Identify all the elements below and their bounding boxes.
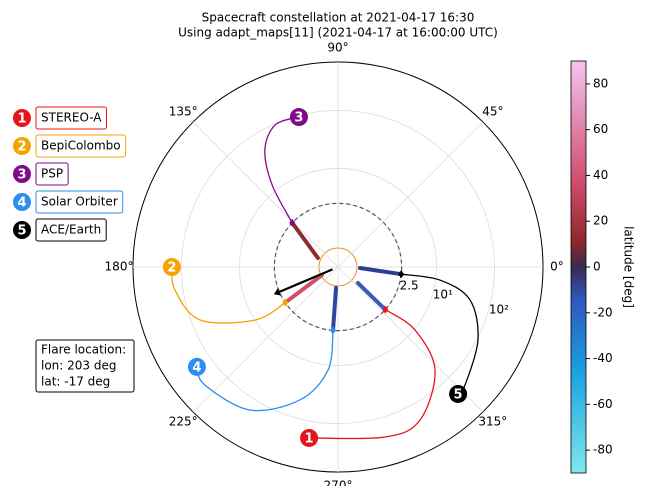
field-line	[309, 309, 436, 440]
colorbar-tick-label: 0	[593, 260, 601, 274]
spacecraft-number: 2	[167, 261, 176, 276]
colorbar-label: latitude [deg]	[622, 226, 636, 308]
source-surface	[273, 202, 403, 332]
spacecraft-number: 3	[294, 111, 303, 126]
r-tick-label: 10²	[489, 303, 509, 317]
legend-number: 4	[17, 196, 26, 211]
legend-box	[35, 218, 107, 242]
legend-number: 3	[17, 168, 26, 183]
legend-box	[35, 190, 124, 214]
field-line	[196, 330, 334, 412]
footpoint	[289, 218, 296, 227]
footpoint	[398, 270, 405, 279]
colorbar-tick-label: 60	[593, 122, 608, 136]
footpoint	[382, 305, 389, 314]
theta-tick-label: 270°	[324, 479, 353, 486]
theta-tick-label: 180°	[105, 260, 134, 274]
chart-title: Spacecraft constellation at 2021-04-17 1…	[202, 11, 475, 25]
theta-tick-label: 135°	[169, 105, 198, 119]
field-line	[171, 266, 286, 324]
theta-tick-label: 0°	[550, 260, 564, 274]
flare-lon: lon: 203 deg	[41, 359, 116, 373]
spacecraft-marker	[289, 108, 308, 127]
legend-number: 1	[17, 112, 26, 127]
legend-marker	[13, 137, 31, 155]
chart-subtitle: Using adapt_maps[11] (2021-04-17 at 16:0…	[178, 26, 498, 40]
legend-label: Solar Orbiter	[41, 195, 118, 209]
theta-tick-label: 315°	[478, 414, 507, 428]
flare-arrow-head	[273, 288, 281, 296]
legend-marker	[13, 221, 31, 239]
spacecraft-marker	[187, 357, 206, 376]
inner-field-line	[355, 280, 388, 312]
theta-grid-line	[192, 121, 339, 268]
theta-tick-label: 90°	[327, 41, 348, 55]
spacecraft-number: 1	[305, 431, 314, 446]
legend-number: 2	[17, 140, 26, 155]
legend-label: STEREO-A	[41, 111, 102, 125]
legend-box	[35, 134, 127, 158]
theta-tick-label: 45°	[482, 105, 503, 119]
theta-tick-label: 225°	[169, 414, 198, 428]
spacecraft-marker	[300, 428, 319, 447]
legend-marker	[13, 109, 31, 127]
legend-label: ACE/Earth	[41, 223, 101, 237]
legend-label: PSP	[41, 167, 63, 181]
flare-lat: lat: -17 deg	[41, 375, 110, 389]
field-line	[264, 116, 300, 224]
field-line	[401, 273, 479, 395]
colorbar-tick-label: -20	[593, 305, 613, 319]
r-tick-label: 2.5	[400, 279, 419, 293]
inner-field-line	[290, 220, 320, 260]
legend-number: 5	[17, 224, 26, 239]
colorbar-tick-label: -80	[593, 443, 613, 457]
legend-marker	[13, 165, 31, 183]
legend-box	[35, 162, 69, 186]
r-grid-line	[239, 168, 437, 366]
colorbar-tick-label: 20	[593, 214, 608, 228]
inner-field-line	[283, 273, 324, 305]
spacecraft-number: 5	[454, 387, 463, 402]
footpoint	[330, 326, 337, 335]
colorbar-tick-label: -60	[593, 397, 613, 411]
theta-grid-line	[337, 121, 484, 268]
spacecraft-marker	[449, 384, 468, 403]
colorbar-tick-label: 40	[593, 168, 608, 182]
legend-label: BepiColombo	[41, 139, 121, 153]
footpoint	[282, 298, 289, 307]
flare-box	[35, 339, 135, 393]
legend-box	[35, 106, 108, 130]
flare-title: Flare location:	[41, 343, 126, 357]
inner-field-line	[358, 266, 404, 277]
legend-marker	[13, 193, 31, 211]
r-grid-line	[181, 110, 495, 424]
r-tick-label: 10¹	[433, 288, 453, 302]
colorbar-tick-label: 80	[593, 76, 608, 90]
colorbar-tick-label: -40	[593, 351, 613, 365]
inner-field-line	[331, 285, 339, 333]
flare-arrow	[278, 268, 333, 293]
spacecraft-marker	[162, 258, 181, 276]
spacecraft-number: 4	[192, 360, 201, 375]
theta-grid-line	[192, 266, 339, 413]
colorbar	[570, 60, 587, 474]
